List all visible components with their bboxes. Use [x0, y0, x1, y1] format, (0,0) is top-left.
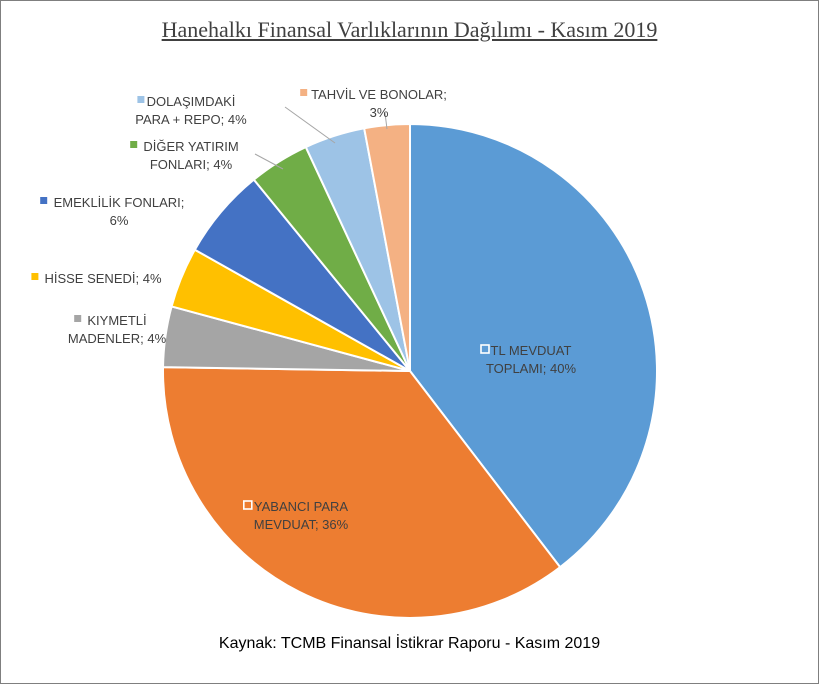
- data-label-text-2-0: KIYMETLİ: [87, 313, 146, 328]
- data-label-text-1-0: YABANCI PARA: [254, 499, 348, 514]
- data-label-5: DİĞER YATIRIM FONLARI; 4%: [143, 139, 238, 172]
- label-key-6: [137, 96, 145, 103]
- leader-line-6: [284, 106, 336, 144]
- data-label-4: EMEKLİLİK FONLARI; 6%: [54, 195, 185, 228]
- data-label-text-4-0: EMEKLİLİK FONLARI;: [54, 195, 185, 210]
- data-label-2: KIYMETLİ MADENLER; 4%: [68, 313, 167, 346]
- label-key-0: [480, 344, 490, 354]
- data-label-text-1-1: MEVDUAT; 36%: [254, 517, 349, 532]
- data-label-3: HİSSE SENEDİ; 4%: [44, 271, 161, 286]
- data-label-text-7-0: TAHVİL VE BONOLAR;: [311, 87, 447, 102]
- source-note: Kaynak: TCMB Finansal İstikrar Raporu - …: [218, 635, 601, 652]
- data-label-text-5-0: DİĞER YATIRIM: [143, 139, 238, 154]
- pie-slice-1: [162, 366, 562, 619]
- data-label-6: DOLAŞIMDAKİ PARA + REPO; 4%: [135, 94, 247, 127]
- data-label-text-7-1: 3%: [370, 105, 389, 120]
- leader-line-7: [384, 112, 388, 130]
- chart-title: Hanehalkı Finansal Varlıklarının Dağılım…: [161, 17, 658, 42]
- data-label-0: TL MEVDUAT TOPLAMI; 40%: [486, 343, 577, 376]
- label-key-4: [40, 197, 48, 204]
- data-label-text-6-0: DOLAŞIMDAKİ: [147, 94, 236, 109]
- data-label-text-0-1: TOPLAMI; 40%: [486, 361, 577, 376]
- data-label-text-2-1: MADENLER; 4%: [68, 331, 167, 346]
- label-key-2: [74, 315, 82, 322]
- data-label-text-4-1: 6%: [110, 213, 129, 228]
- label-key-1: [243, 500, 253, 510]
- data-label-text-0-0: TL MEVDUAT: [491, 343, 572, 358]
- data-label-text-6-1: PARA + REPO; 4%: [135, 112, 247, 127]
- leader-line-5: [254, 153, 284, 170]
- data-label-text-5-1: FONLARI; 4%: [150, 157, 233, 172]
- data-label-text-3-0: HİSSE SENEDİ; 4%: [44, 271, 161, 286]
- data-label-1: YABANCI PARA MEVDUAT; 36%: [254, 499, 349, 532]
- label-key-7: [300, 89, 308, 96]
- data-label-7: TAHVİL VE BONOLAR; 3%: [311, 87, 447, 120]
- label-key-5: [130, 141, 138, 148]
- pie-slice-0: [409, 122, 658, 569]
- label-key-3: [31, 273, 39, 280]
